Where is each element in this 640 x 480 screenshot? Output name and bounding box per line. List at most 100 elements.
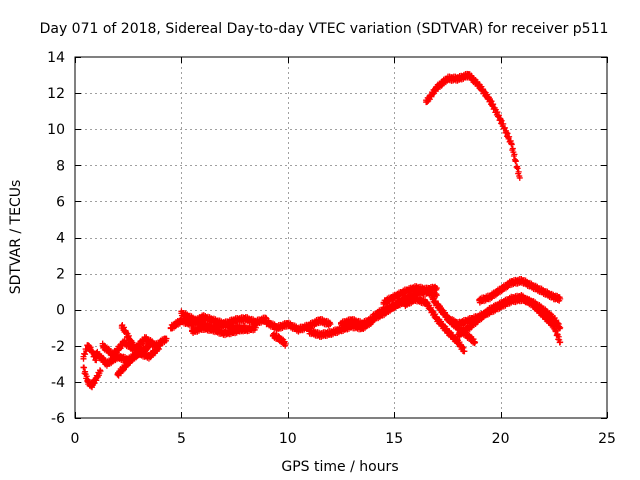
data-point — [472, 339, 479, 346]
y-tick-label: 0 — [56, 303, 65, 319]
data-point — [348, 317, 355, 324]
data-point — [210, 317, 217, 324]
data-point — [444, 315, 451, 322]
data-point — [80, 353, 87, 360]
data-point — [476, 297, 483, 304]
series-arc-8 — [263, 316, 334, 335]
data-point — [401, 301, 408, 308]
data-point — [120, 339, 127, 346]
data-point — [152, 342, 159, 349]
data-point — [508, 140, 515, 147]
series-arc-9 — [269, 330, 289, 349]
data-point — [103, 360, 110, 367]
data-point — [423, 286, 430, 293]
data-point — [110, 351, 117, 358]
data-point — [508, 295, 515, 302]
data-point — [550, 294, 557, 301]
data-points — [80, 70, 564, 391]
y-tick-label: 2 — [56, 267, 65, 283]
data-point — [189, 328, 196, 335]
data-point — [550, 322, 557, 329]
data-point — [220, 330, 227, 337]
data-point — [84, 342, 91, 349]
data-point — [220, 321, 227, 328]
data-point — [199, 313, 206, 320]
series-arc-13 — [380, 283, 440, 307]
data-point — [455, 339, 462, 346]
data-point — [231, 328, 238, 335]
data-point — [189, 315, 196, 322]
data-point — [557, 295, 564, 302]
x-tick-label: 10 — [279, 431, 297, 447]
data-point — [127, 337, 134, 344]
series-arc-7 — [189, 322, 249, 339]
data-point — [282, 340, 289, 347]
series-arc-17 — [455, 292, 564, 346]
data-point — [438, 306, 445, 313]
grid — [75, 57, 607, 418]
data-point — [284, 321, 291, 328]
data-point — [199, 324, 206, 331]
y-tick-label: 12 — [47, 86, 65, 102]
data-point — [497, 117, 504, 124]
series-arc-18 — [476, 276, 564, 306]
y-tick-label: -4 — [51, 375, 65, 391]
x-tick-label: 0 — [71, 431, 80, 447]
data-point — [316, 317, 323, 324]
data-point — [338, 326, 344, 333]
data-point — [276, 335, 283, 342]
series-arc-2 — [99, 334, 170, 360]
data-point — [465, 72, 472, 79]
data-point — [433, 315, 440, 322]
data-point — [242, 315, 249, 322]
data-point — [516, 174, 523, 181]
data-point — [529, 283, 536, 290]
series-arc-early-1 — [80, 364, 104, 391]
data-point — [295, 326, 302, 333]
data-point — [99, 342, 106, 349]
data-point — [131, 344, 138, 351]
data-point — [486, 97, 493, 104]
data-point — [89, 348, 96, 355]
data-point — [518, 277, 525, 284]
data-point — [274, 324, 281, 331]
data-point — [93, 375, 100, 382]
data-point — [497, 301, 504, 308]
data-point — [540, 288, 547, 295]
y-tick-label: 6 — [56, 194, 65, 210]
y-tick-label: 8 — [56, 158, 65, 174]
series-arc-early-2 — [80, 342, 100, 364]
data-point — [210, 326, 217, 333]
data-point — [178, 317, 185, 324]
data-point — [84, 378, 91, 385]
data-point — [486, 294, 493, 301]
data-point — [476, 315, 483, 322]
data-point — [540, 312, 547, 319]
data-point — [429, 295, 436, 302]
x-tick-label: 25 — [598, 431, 616, 447]
data-point — [118, 322, 125, 329]
data-point — [263, 319, 270, 326]
data-point — [135, 350, 142, 357]
data-point — [231, 317, 238, 324]
series-arc-14 — [401, 294, 468, 355]
x-axis-label: GPS time / hours — [281, 459, 398, 475]
data-point — [252, 324, 259, 331]
data-point — [89, 382, 96, 389]
data-point — [444, 328, 451, 335]
data-point — [123, 330, 130, 337]
data-point — [529, 301, 536, 308]
series-arc-4 — [118, 322, 138, 351]
series-arc-19 — [423, 70, 523, 181]
data-point — [167, 324, 174, 331]
data-point — [401, 288, 408, 295]
data-point — [359, 321, 366, 328]
data-point — [80, 364, 87, 371]
data-point — [433, 292, 440, 299]
data-point — [380, 306, 387, 313]
data-point — [338, 321, 344, 328]
data-point — [433, 285, 440, 292]
data-point — [327, 330, 334, 337]
